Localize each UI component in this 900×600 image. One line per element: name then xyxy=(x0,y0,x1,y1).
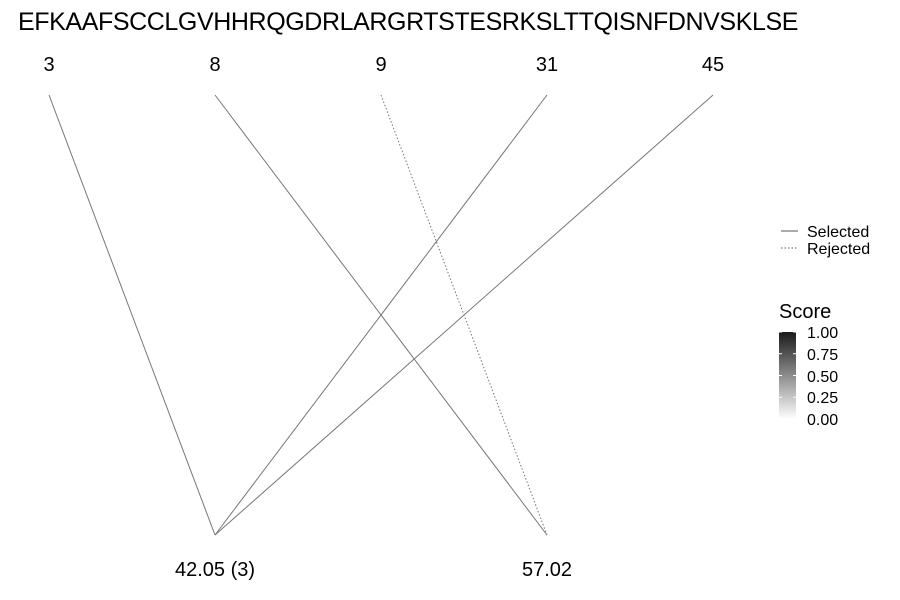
mass-label: 57.02 xyxy=(522,559,572,581)
position-label: 31 xyxy=(536,54,558,76)
score-tick-label: 1.00 xyxy=(807,325,838,342)
score-tick-label: 0.50 xyxy=(807,369,838,386)
position-label: 8 xyxy=(209,54,220,76)
selected-connection-line xyxy=(48,94,216,536)
selected-connection-line xyxy=(214,94,548,536)
rejected-legend-label: Rejected xyxy=(807,241,870,258)
status-legend: Selected Rejected xyxy=(781,224,870,258)
score-colorbar xyxy=(779,332,796,419)
peptide-sequence: EFKAAFSCCLGVHHRQGDRLARGRTSTESRKSLTTQISNF… xyxy=(18,8,798,36)
score-tick-label: 0.25 xyxy=(807,390,838,407)
position-label: 45 xyxy=(702,54,724,76)
selected-connection-line xyxy=(214,94,714,536)
selected-legend-label: Selected xyxy=(807,224,869,241)
position-label: 9 xyxy=(375,54,386,76)
score-tick-label: 0.00 xyxy=(807,412,838,429)
score-legend: Score 1.00 0.75 0.50 0.25 0.00 xyxy=(779,301,838,429)
score-tick-label: 0.75 xyxy=(807,347,838,364)
score-legend-title: Score xyxy=(779,301,831,323)
mass-label: 42.05 (3) xyxy=(175,559,255,581)
position-label: 3 xyxy=(43,54,54,76)
connection-lines xyxy=(48,94,714,536)
